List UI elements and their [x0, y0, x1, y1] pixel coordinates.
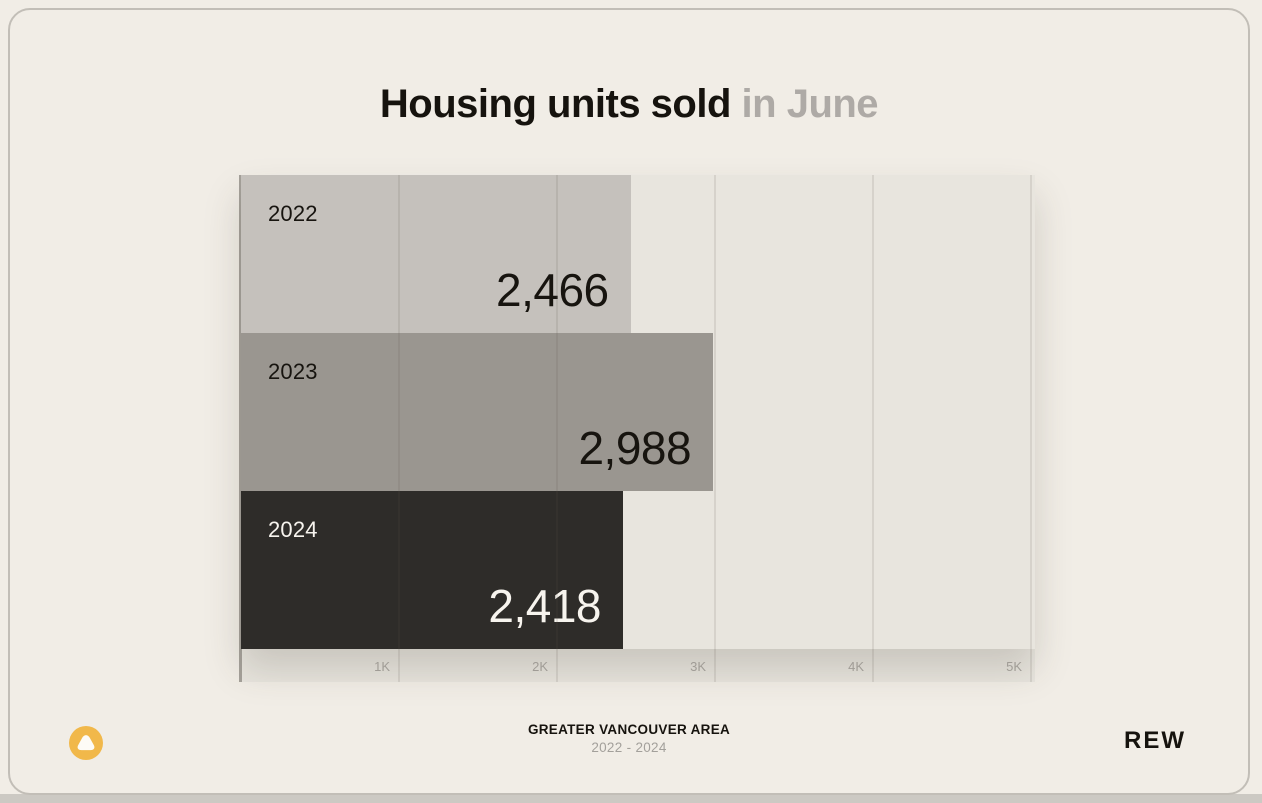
bar-year-label: 2024: [268, 517, 318, 542]
bar-value-label: 2,466: [496, 264, 609, 316]
gridline-1k: [398, 175, 400, 682]
rew-logo-icon: [69, 726, 103, 760]
footer-period-label: 2022 - 2024: [591, 740, 667, 755]
x-tick-label-5k: 5K: [1006, 659, 1022, 674]
gridline-3k: [714, 175, 716, 682]
chart-title: Housing units sold in June: [10, 82, 1248, 127]
bar-value-label: 2,988: [578, 422, 692, 474]
gridline-5k: [1030, 175, 1032, 682]
y-axis-line: [239, 175, 242, 682]
x-tick-label-4k: 4K: [848, 659, 864, 674]
gridline-4k: [872, 175, 874, 682]
bar-2024: 2024 2,418: [241, 491, 624, 649]
x-tick-label-3k: 3K: [690, 659, 706, 674]
bar-year-label: 2022: [268, 201, 318, 226]
bar-2022: 2022 2,466: [241, 175, 631, 333]
rew-wordmark: REW: [1124, 727, 1186, 754]
bar-value-label: 2,418: [488, 580, 602, 632]
x-tick-label-2k: 2K: [532, 659, 548, 674]
x-tick-label-1k: 1K: [374, 659, 390, 674]
bar-2023: 2023 2,988: [241, 333, 714, 491]
gridline-2k: [556, 175, 558, 682]
footer-region-label: GREATER VANCOUVER AREA: [527, 722, 731, 737]
chart-title-main: Housing units sold: [379, 82, 731, 126]
infographic-card: Housing units sold in June 2022 2,466 2023…: [8, 8, 1250, 795]
bar-year-label: 2023: [268, 359, 318, 384]
plot-area: 2022 2,466 2023 2,988 2024 2,418 1K 2K 3K 4K 5K: [239, 175, 1035, 682]
footer-caption: GREATER VANCOUVER AREA 2022 - 2024: [10, 721, 1248, 757]
chart-title-accent: in June: [741, 82, 879, 126]
bars-group: 2022 2,466 2023 2,988 2024 2,418: [241, 175, 1035, 649]
page-bottom-strip: [0, 794, 1262, 803]
